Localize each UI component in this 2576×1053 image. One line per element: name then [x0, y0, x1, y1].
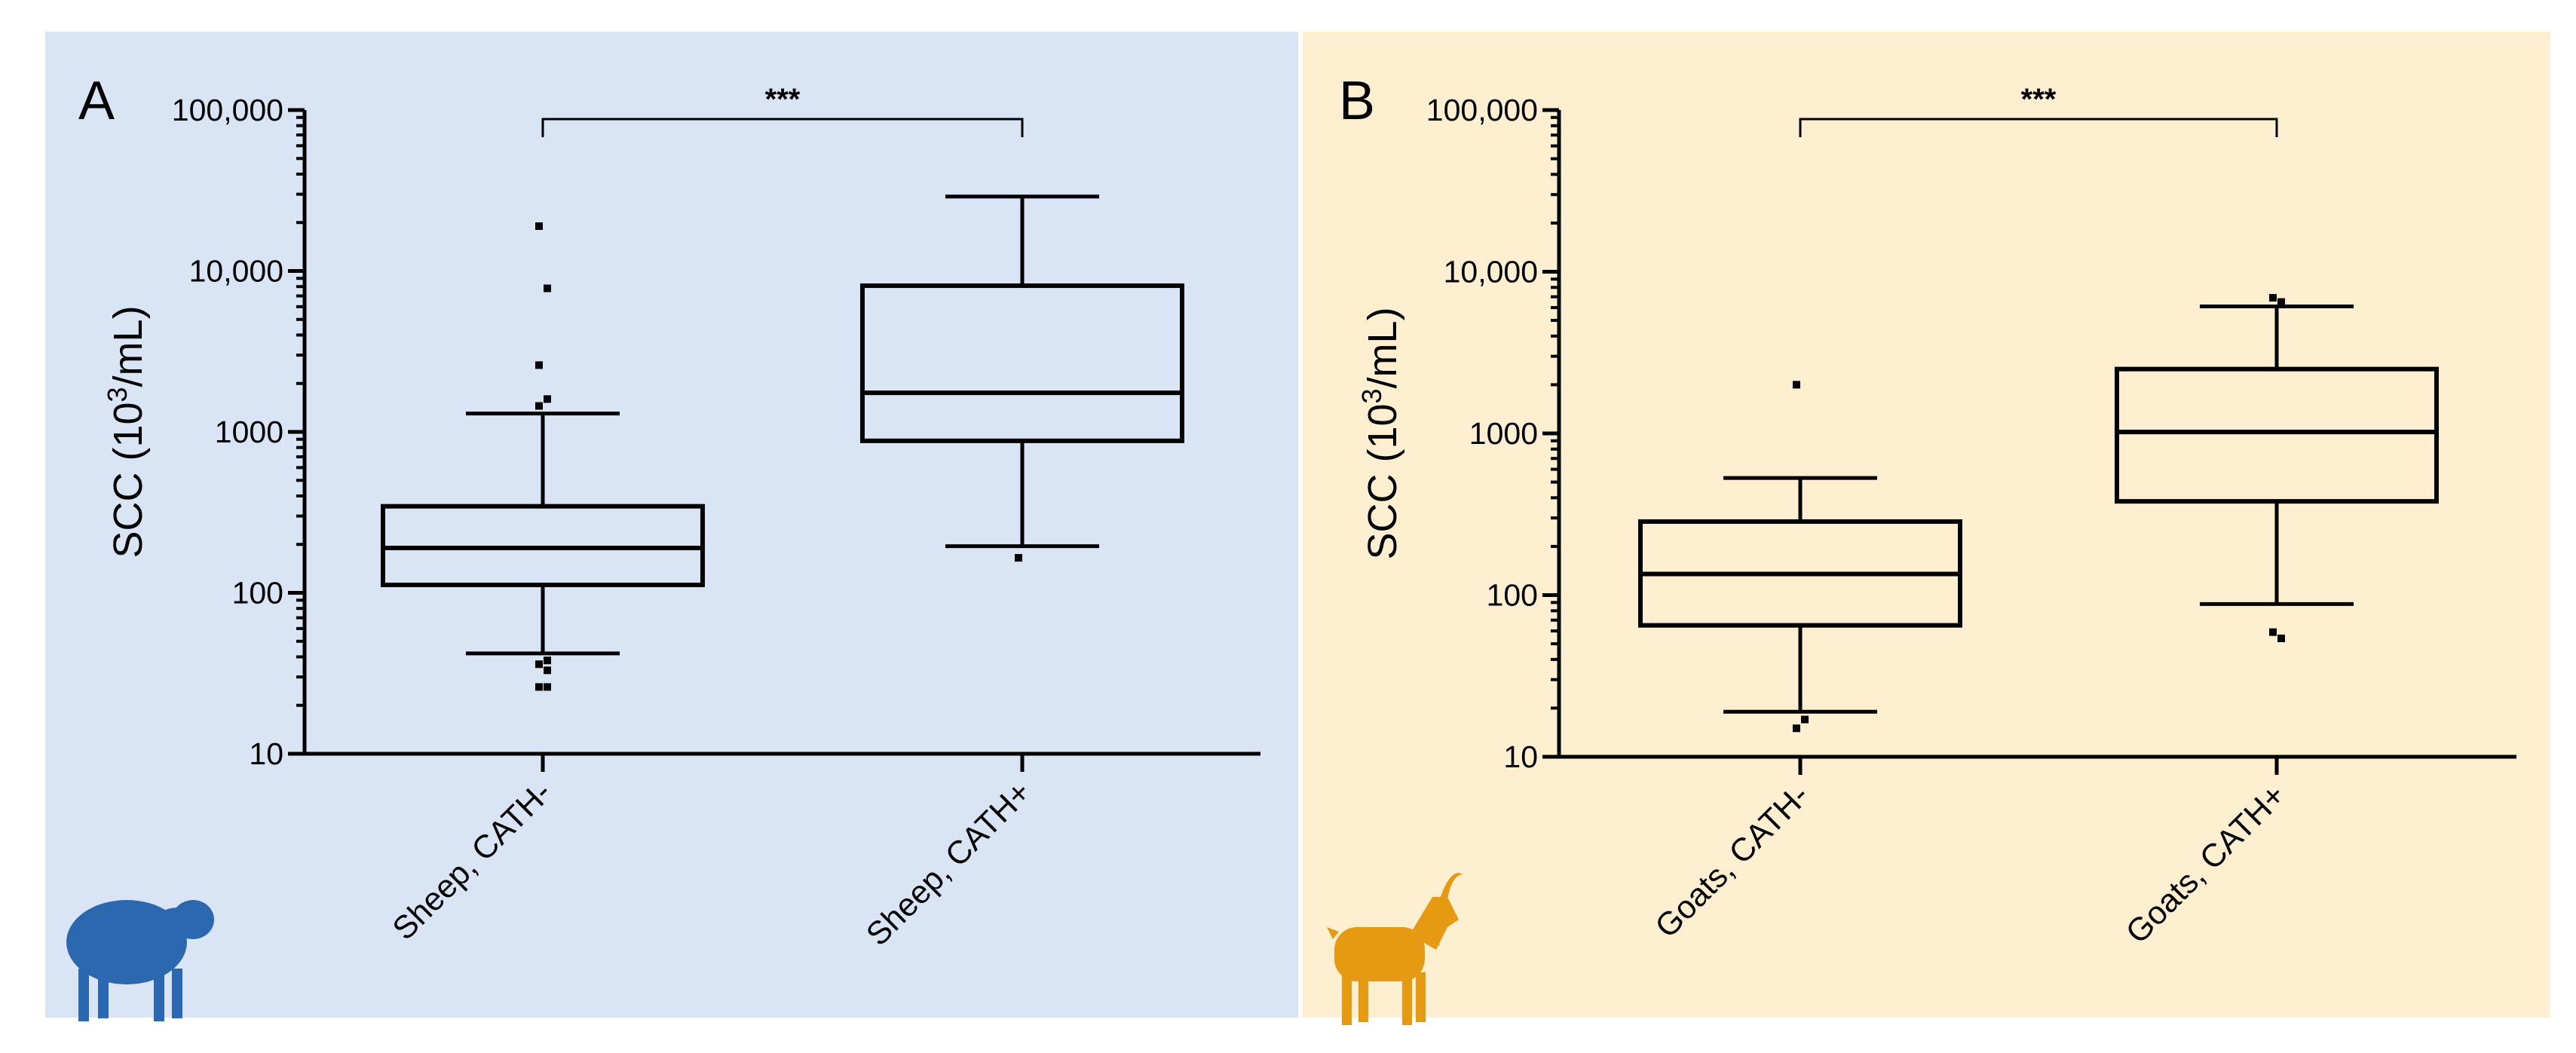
- goat-beard: [1429, 926, 1440, 946]
- outlier-point: [1793, 724, 1800, 733]
- box-iqr: [860, 283, 1184, 443]
- y-axis-title-tail: /mL): [1360, 307, 1405, 388]
- y-axis-title: SCC (103/mL): [1356, 307, 1405, 559]
- goat-leg: [1402, 972, 1412, 1025]
- y-tick-label: 10: [249, 736, 283, 771]
- goat-icon: [1327, 873, 1463, 1025]
- y-tick-label: 10,000: [1444, 255, 1538, 289]
- goat-body: [1334, 927, 1425, 981]
- y-axis-title-sup: 3: [1356, 388, 1387, 403]
- y-tick-label: 1000: [215, 415, 283, 449]
- outlier-point: [544, 657, 551, 665]
- panel-label: A: [78, 71, 115, 131]
- sheep-leg: [78, 969, 89, 1021]
- outlier-point: [535, 222, 543, 230]
- sheep-body: [66, 900, 187, 984]
- box-iqr: [2115, 366, 2439, 504]
- y-tick-label: 100: [232, 576, 283, 611]
- outlier-point: [544, 683, 551, 691]
- y-tick-label: 100,000: [1426, 93, 1538, 127]
- goat-leg: [1342, 972, 1352, 1025]
- outlier-point: [535, 683, 543, 691]
- goat-leg: [1358, 972, 1368, 1022]
- outlier-point: [1793, 381, 1800, 389]
- outlier-point: [535, 402, 543, 410]
- outlier-point: [1801, 715, 1809, 724]
- y-axis-title-main: SCC (10: [1360, 403, 1405, 559]
- outlier-point: [2277, 634, 2285, 642]
- sheep-icon: [66, 900, 214, 1021]
- panel-label: B: [1339, 71, 1375, 131]
- y-axis-title-main: SCC (10: [106, 402, 151, 558]
- significance-bracket: [541, 118, 1024, 137]
- panel-background: [1303, 32, 2550, 1018]
- outlier-point: [544, 395, 551, 403]
- panel-background: [45, 32, 1298, 1018]
- y-axis-title-tail: /mL): [106, 305, 151, 387]
- y-tick-label: 100,000: [172, 93, 283, 127]
- sheep-leg: [154, 969, 164, 1021]
- y-tick-label: 100: [1487, 578, 1538, 613]
- sheep-leg: [172, 969, 182, 1018]
- y-axis-title-sup: 3: [102, 387, 133, 402]
- y-tick-label: 10: [1503, 739, 1538, 774]
- outlier-point: [2269, 294, 2277, 302]
- y-axis-title: SCC (103/mL): [102, 305, 151, 558]
- outlier-point: [535, 660, 543, 669]
- goat-leg: [1416, 972, 1426, 1022]
- significance-label: ***: [2021, 83, 2057, 116]
- significance-label: ***: [765, 83, 801, 116]
- sheep-leg: [98, 969, 109, 1018]
- outlier-point: [1015, 554, 1022, 562]
- y-tick-label: 10,000: [189, 254, 283, 289]
- outlier-point: [2277, 298, 2285, 306]
- significance-bracket: [1799, 118, 2278, 137]
- goat-neck-head: [1410, 897, 1459, 950]
- box-iqr: [381, 504, 705, 587]
- y-tick-label: 1000: [1469, 416, 1538, 451]
- goat-tail: [1327, 927, 1339, 939]
- outlier-point: [2269, 628, 2277, 636]
- outlier-point: [544, 666, 551, 675]
- outlier-point: [544, 284, 551, 292]
- outlier-point: [535, 361, 543, 369]
- goat-horn: [1440, 873, 1463, 900]
- sheep-ear: [161, 908, 195, 923]
